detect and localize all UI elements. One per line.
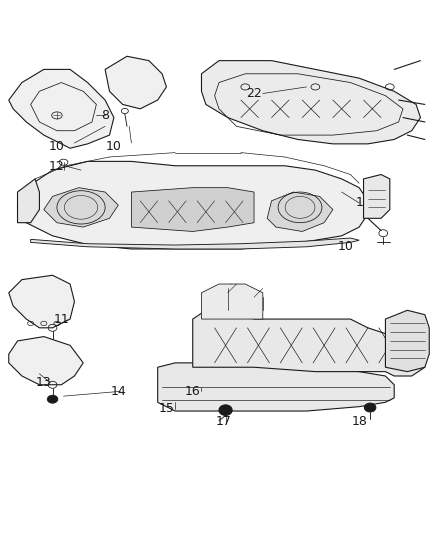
Ellipse shape	[222, 408, 229, 413]
Text: 8: 8	[101, 109, 109, 122]
Polygon shape	[193, 310, 425, 376]
Polygon shape	[105, 56, 166, 109]
Polygon shape	[267, 192, 333, 231]
Polygon shape	[131, 188, 254, 231]
Text: 22: 22	[246, 87, 262, 100]
Text: 16: 16	[185, 385, 201, 398]
Text: 10: 10	[106, 140, 122, 152]
Polygon shape	[9, 69, 114, 148]
Polygon shape	[9, 336, 83, 385]
Ellipse shape	[364, 403, 376, 412]
Text: 12: 12	[49, 160, 65, 173]
Ellipse shape	[219, 405, 232, 415]
Polygon shape	[44, 188, 118, 227]
Polygon shape	[18, 179, 39, 223]
Polygon shape	[18, 161, 368, 249]
Text: 14: 14	[110, 385, 126, 398]
Polygon shape	[364, 174, 390, 219]
Ellipse shape	[47, 395, 58, 403]
Polygon shape	[31, 238, 359, 249]
Text: 1: 1	[355, 197, 363, 209]
Text: 10: 10	[338, 240, 354, 253]
Text: 15: 15	[159, 402, 174, 415]
Text: 11: 11	[53, 313, 69, 326]
Text: 18: 18	[351, 416, 367, 429]
Polygon shape	[158, 363, 394, 411]
Text: 13: 13	[36, 376, 52, 389]
Polygon shape	[201, 61, 420, 144]
Text: 10: 10	[49, 140, 65, 152]
Polygon shape	[201, 284, 263, 319]
Polygon shape	[385, 310, 429, 372]
Text: 17: 17	[215, 416, 231, 429]
Polygon shape	[9, 275, 74, 328]
